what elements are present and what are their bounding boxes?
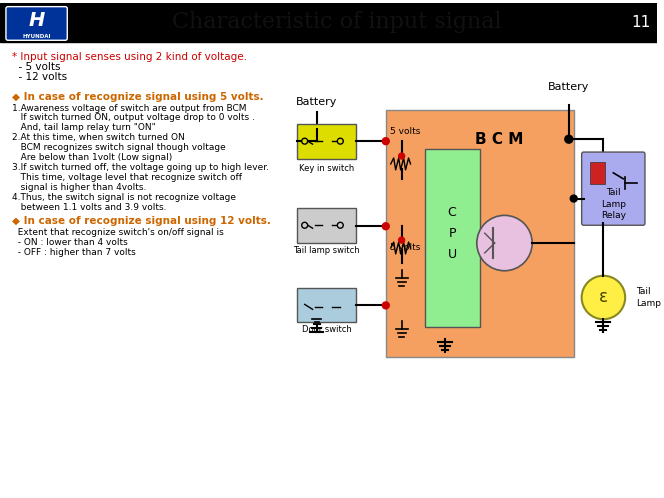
Text: 5 volts: 5 volts [390,243,421,252]
Circle shape [301,138,307,144]
Bar [297,124,356,159]
Text: C
P
U: C P U [448,206,457,260]
Text: ◆ In case of recognize signal using 12 volts.: ◆ In case of recognize signal using 12 v… [12,216,271,227]
Circle shape [398,237,404,243]
FancyBboxPatch shape [582,152,645,225]
Text: ε: ε [599,288,608,306]
Text: If switch turned ON, output voltage drop to 0 volts .: If switch turned ON, output voltage drop… [12,114,255,123]
Text: Battery: Battery [296,97,337,107]
Circle shape [565,135,573,143]
Text: This time, voltage level that recognize switch off: This time, voltage level that recognize … [12,173,242,182]
Circle shape [337,222,343,228]
Text: 2.At this time, when switch turned ON: 2.At this time, when switch turned ON [12,133,185,142]
Text: Characteristic of input signal: Characteristic of input signal [171,11,501,33]
Circle shape [301,222,307,228]
Circle shape [477,215,532,271]
Text: Tail
Lamp
Relay: Tail Lamp Relay [601,188,625,220]
Circle shape [398,153,404,159]
Text: B C M: B C M [475,131,524,147]
Text: 1.Awareness voltage of switch are output from BCM: 1.Awareness voltage of switch are output… [12,104,246,113]
Text: - OFF : higher than 7 volts: - OFF : higher than 7 volts [12,248,135,257]
Bar [426,149,480,327]
Bar [297,287,356,322]
Circle shape [382,223,389,230]
FancyBboxPatch shape [6,6,67,40]
Text: signal is higher than 4volts.: signal is higher than 4volts. [12,183,146,192]
Circle shape [570,195,577,202]
Circle shape [382,302,389,309]
Text: Are below than 1volt (Low signal): Are below than 1volt (Low signal) [12,153,172,162]
Text: 11: 11 [631,15,651,30]
Text: between 1.1 volts and 3.9 volts.: between 1.1 volts and 3.9 volts. [12,203,167,212]
Circle shape [337,138,343,144]
Circle shape [382,138,389,144]
Text: Tail
Lamp: Tail Lamp [636,287,661,308]
Text: 5 volts: 5 volts [390,127,421,136]
Text: Battery: Battery [548,82,590,92]
Text: Door switch: Door switch [301,325,351,334]
Text: Key in switch: Key in switch [299,164,354,173]
Text: - ON : lower than 4 volts: - ON : lower than 4 volts [12,238,127,247]
Text: H: H [29,11,44,30]
Text: ◆ In case of recognize signal using 5 volts.: ◆ In case of recognize signal using 5 vo… [12,92,264,102]
Text: HYUNDAI: HYUNDAI [23,34,51,39]
Text: 3.If switch turned off, the voltage going up to high lever.: 3.If switch turned off, the voltage goin… [12,163,269,172]
Text: And, tail lamp relay turn "ON": And, tail lamp relay turn "ON" [12,124,155,132]
Text: - 12 volts: - 12 volts [12,72,67,82]
Circle shape [582,276,625,319]
Bar [297,209,356,243]
Text: Tail lamp switch: Tail lamp switch [293,246,360,255]
Bar [590,162,606,184]
Text: BCM recognizes switch signal though voltage: BCM recognizes switch signal though volt… [12,143,226,152]
Text: Extent that recognize switch's on/off signal is: Extent that recognize switch's on/off si… [12,228,224,237]
Bar [386,110,574,357]
Text: * Input signal senses using 2 kind of voltage.: * Input signal senses using 2 kind of vo… [12,52,247,62]
Text: 4.Thus, the switch signal is not recognize voltage: 4.Thus, the switch signal is not recogni… [12,193,236,202]
Bar [0,2,657,42]
Text: - 5 volts: - 5 volts [12,62,60,72]
